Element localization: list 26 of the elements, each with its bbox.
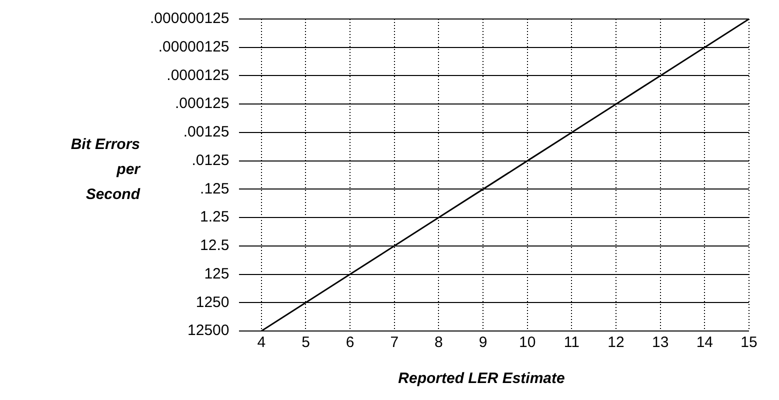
x-tick-label: 8 [434,334,443,352]
y-tick-label: 1250 [196,294,230,311]
y-tick-label: .000125 [175,95,230,112]
x-tick-label: 5 [302,334,310,352]
y-tick-label: .00000125 [158,38,230,56]
x-tick-label: 11 [564,334,580,352]
y-tick-label: .0000125 [166,66,230,84]
y-tick-label: 125 [204,265,230,282]
x-tick-label: 12 [608,334,624,352]
y-tick-label: .000000125 [150,10,230,28]
y-tick-label: 1.25 [200,208,230,226]
y-tick-label: .00125 [183,124,230,141]
x-tick-label: 10 [519,334,536,352]
x-axis-title: Reported LER Estimate [397,370,566,387]
y-tick-label: .125 [200,180,230,198]
x-tick-label: 7 [390,334,399,352]
y-axis-title: Bit Errors per Second [70,135,140,205]
y-tick-label: 12500 [188,322,230,340]
y-tick-label: .0125 [192,152,230,169]
x-tick-label: 9 [478,334,488,352]
x-tick-label: 6 [346,334,354,352]
x-tick-label: 4 [257,334,266,352]
x-tick-label: 14 [696,334,714,352]
x-tick-label: 13 [652,334,669,352]
y-tick-label: 12.5 [200,237,230,254]
x-tick-label: 15 [740,334,758,352]
